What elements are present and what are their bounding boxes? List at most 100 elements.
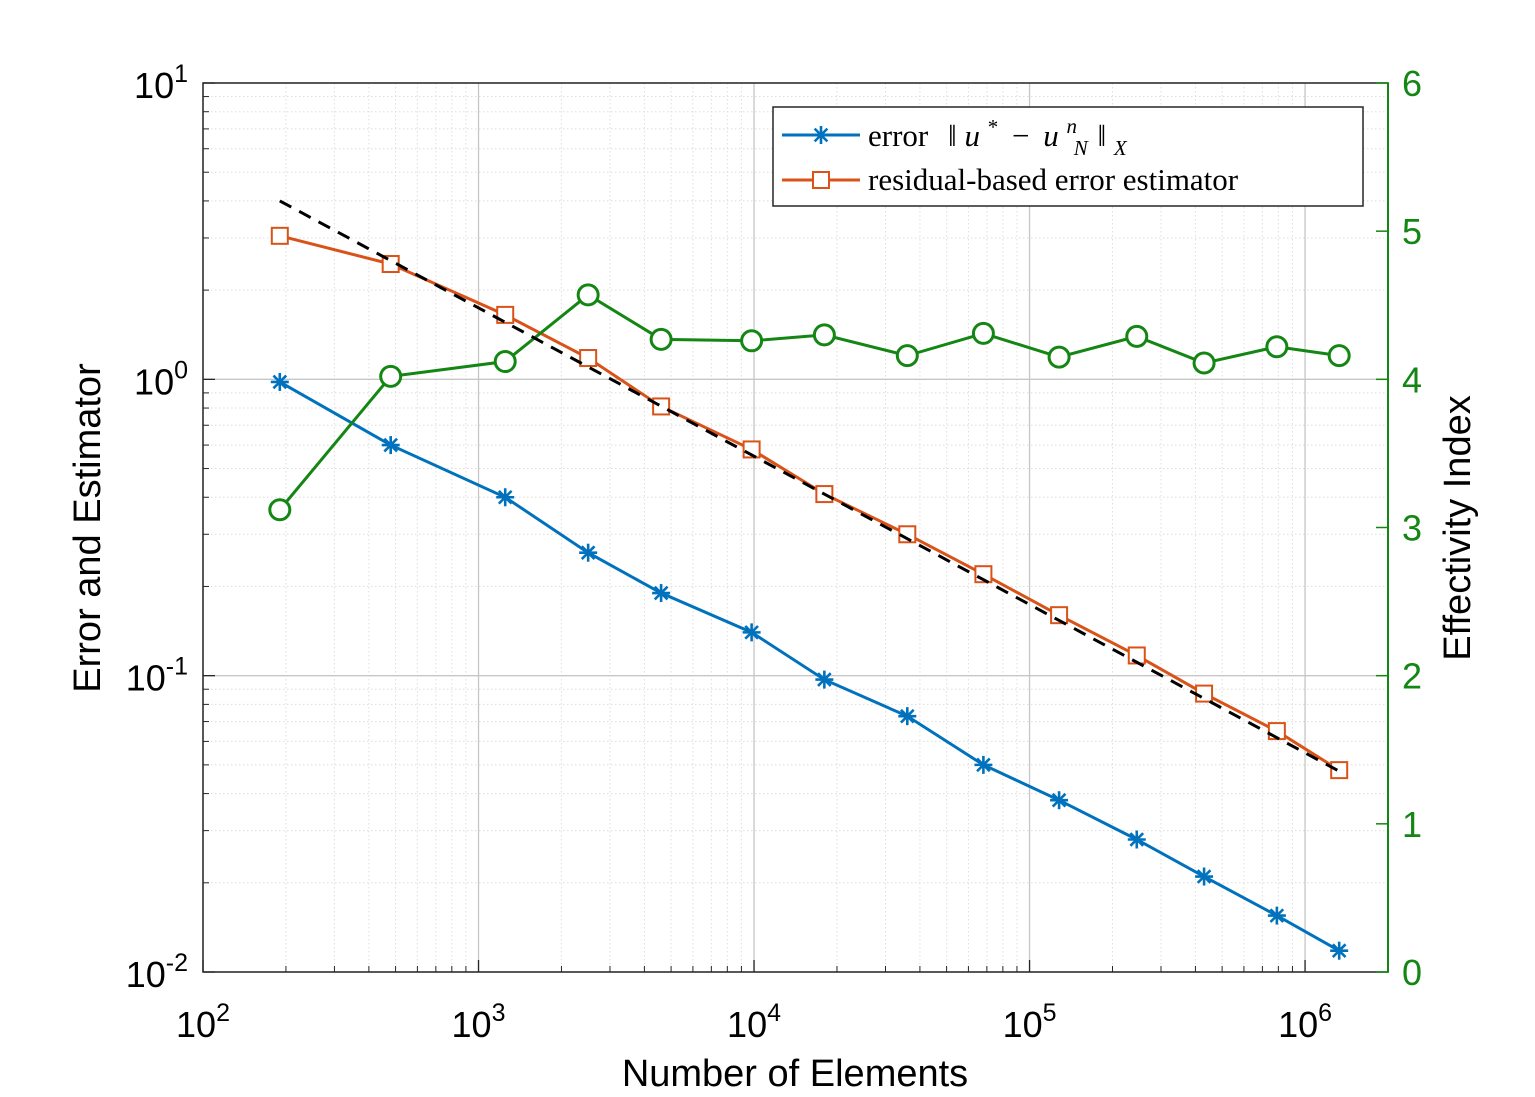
residual-based-error-estimator-point xyxy=(898,525,917,544)
legend-norm-open: ‖ xyxy=(948,118,957,153)
x-tick-exponent: 6 xyxy=(1318,999,1332,1027)
legend-star: * xyxy=(988,115,999,139)
y-tick-exponent: 1 xyxy=(174,60,188,88)
residual-based-error-estimator-point xyxy=(579,349,598,368)
legend-sub-N: N xyxy=(1073,136,1089,160)
asterisk-stroke xyxy=(580,545,596,560)
x-axis-title: Number of Elements xyxy=(622,1053,968,1095)
y-tick-exponent: -2 xyxy=(166,949,188,977)
y-right-tick-label: 4 xyxy=(1402,359,1422,400)
reference-slope-line xyxy=(279,199,1340,773)
asterisk-stroke xyxy=(1129,832,1145,847)
effectivity-index-point xyxy=(812,323,836,347)
error-point xyxy=(579,543,598,562)
y-right-tick-label: 1 xyxy=(1402,804,1422,845)
x-tick-exponent: 4 xyxy=(767,999,781,1027)
x-tick-exponent: 2 xyxy=(216,999,230,1027)
error-point xyxy=(742,623,761,642)
asterisk-stroke xyxy=(1196,869,1212,884)
legend-error-label: error ‖ u * − u n N ‖ X xyxy=(868,105,1128,162)
error-point xyxy=(974,755,993,774)
error-point xyxy=(1330,941,1349,960)
y-tick-exponent: 0 xyxy=(174,356,188,384)
legend-sub-X: X xyxy=(1113,136,1128,160)
error-point xyxy=(652,584,671,603)
effectivity-index-point xyxy=(1327,344,1351,368)
error-point xyxy=(898,707,917,726)
effectivity-index-point xyxy=(576,283,600,307)
y-left-tick-label: 10-2 xyxy=(126,949,188,995)
ticks xyxy=(202,82,1389,973)
x-tick-exponent: 3 xyxy=(492,999,506,1027)
y-left-tick-label: 10-1 xyxy=(126,653,188,699)
x-tick-labels: 102 103 104 105 106 xyxy=(176,999,1332,1045)
x-tick-label: 106 xyxy=(1278,999,1332,1045)
asterisk-stroke xyxy=(817,672,832,687)
legend-minus: − xyxy=(1012,118,1029,153)
residual-based-error-estimator-point xyxy=(1330,761,1349,780)
plot-area xyxy=(268,199,1351,960)
y-axis-right-title: Effectivity Index xyxy=(1437,395,1479,660)
error-point xyxy=(496,488,515,507)
y-axis-left-title: Error and Estimator xyxy=(67,363,109,693)
legend: error ‖ u * − u n N ‖ X residual-based e… xyxy=(772,105,1364,207)
asterisk-stroke xyxy=(744,625,759,640)
effectivity-index-point xyxy=(379,364,403,388)
effectivity-index-line xyxy=(278,293,1340,511)
legend-error-marker xyxy=(812,126,830,144)
x-tick-base: 10 xyxy=(1278,1004,1318,1045)
error-line xyxy=(279,380,1340,953)
error-point xyxy=(270,372,289,391)
x-tick-label: 102 xyxy=(176,999,230,1045)
effectivity-index-point xyxy=(268,498,292,522)
y-tick-base: 10 xyxy=(126,954,166,995)
y-right-tick-label: 5 xyxy=(1402,211,1422,252)
error-point xyxy=(1267,906,1286,925)
legend-u-star: u xyxy=(964,118,980,153)
asterisk-stroke xyxy=(900,708,915,724)
y-right-tick-labels: 0 1 2 3 4 5 6 xyxy=(1402,63,1422,993)
legend-estimator-marker xyxy=(812,171,830,189)
asterisk-stroke xyxy=(1051,792,1067,808)
y-left-tick-label: 100 xyxy=(134,356,188,402)
effectivity-index-point xyxy=(1265,335,1289,359)
x-tick-label: 104 xyxy=(727,999,781,1045)
effectivity-index-point xyxy=(895,344,919,368)
legend-error-word: error xyxy=(868,118,929,153)
residual-based-error-estimator-point xyxy=(270,226,289,245)
y-right-tick-label: 6 xyxy=(1402,63,1422,104)
y-tick-base: 10 xyxy=(134,361,174,402)
effectivity-index-point xyxy=(1125,324,1149,348)
error-point xyxy=(381,436,400,455)
y-tick-base: 10 xyxy=(134,65,174,106)
residual-based-error-estimator-line xyxy=(279,234,1340,772)
effectivity-index-point xyxy=(649,327,673,351)
x-tick-label: 105 xyxy=(1003,999,1057,1045)
x-tick-base: 10 xyxy=(176,1004,216,1045)
y-tick-base: 10 xyxy=(126,658,166,699)
effectivity-index-point xyxy=(493,350,517,374)
x-tick-label: 103 xyxy=(452,999,506,1045)
y-right-tick-label: 0 xyxy=(1402,952,1422,993)
asterisk-stroke xyxy=(976,757,991,773)
asterisk-stroke xyxy=(497,489,513,505)
asterisk-stroke xyxy=(383,437,398,453)
x-tick-base: 10 xyxy=(1003,1004,1043,1045)
major-grid xyxy=(202,82,1388,973)
legend-estimator-label: residual-based error estimator xyxy=(868,162,1239,197)
legend-sup-n: n xyxy=(1066,114,1077,138)
x-tick-exponent: 5 xyxy=(1043,999,1057,1027)
asterisk-stroke xyxy=(1269,908,1285,923)
residual-based-error-estimator-point xyxy=(1195,684,1214,703)
error-point xyxy=(1050,791,1069,810)
x-tick-base: 10 xyxy=(452,1004,492,1045)
effectivity-index-point xyxy=(740,329,764,353)
y-tick-exponent: -1 xyxy=(166,653,188,681)
legend-norm-close: ‖ xyxy=(1097,118,1106,153)
plot-frame xyxy=(202,82,1389,973)
legend-box xyxy=(772,106,1364,207)
error-point xyxy=(815,670,834,689)
legend-u-n: u xyxy=(1043,118,1059,153)
effectivity-index-point xyxy=(1047,345,1071,369)
